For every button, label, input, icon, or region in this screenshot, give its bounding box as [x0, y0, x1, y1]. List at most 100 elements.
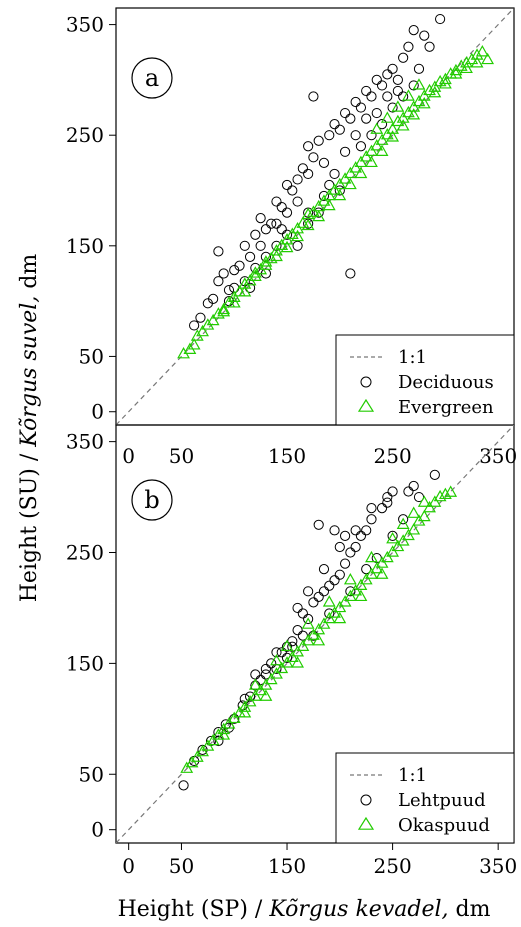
data-point-circle — [339, 530, 351, 541]
data-point-triangle — [296, 639, 310, 651]
data-point-triangle — [217, 302, 231, 315]
data-point-circle — [408, 25, 419, 36]
data-point-circle — [213, 246, 224, 257]
data-point-triangle — [354, 166, 368, 179]
data-point-circle — [366, 91, 377, 102]
plot-frame — [115, 424, 515, 844]
data-point-circle — [234, 260, 245, 271]
data-point-triangle — [270, 667, 283, 679]
data-point-triangle — [370, 561, 384, 574]
data-point-circle — [324, 608, 335, 619]
data-point-circle — [260, 663, 272, 675]
panel-label-circle — [131, 479, 173, 521]
data-point-circle — [297, 163, 308, 174]
data-point-triangle — [333, 177, 347, 190]
data-point-circle — [313, 591, 324, 602]
x-tick-label: 50 — [169, 854, 194, 878]
plot-area — [116, 8, 514, 425]
data-point-triangle — [280, 656, 294, 668]
data-point-triangle — [428, 80, 442, 92]
data-point-circle — [398, 514, 409, 525]
y-tick-label: 50 — [79, 762, 104, 786]
x-tick-label: 150 — [268, 444, 306, 468]
panel-b: 0 50 150 250 350 0 50 150 250 350 b 1:1 Lehtpuud Okas… — [66, 424, 517, 878]
data-point-circle — [355, 530, 367, 541]
data-point-circle — [398, 52, 409, 63]
data-point-triangle — [412, 78, 426, 90]
x-tick-label: 250 — [374, 444, 412, 468]
data-point-circle — [366, 514, 377, 525]
data-point-circle — [292, 602, 303, 614]
data-point-circle — [208, 293, 219, 305]
data-point-triangle — [285, 650, 299, 663]
data-point-circle — [339, 107, 351, 119]
data-point-triangle — [317, 617, 331, 629]
data-point-triangle — [375, 144, 389, 156]
data-point-triangle — [333, 611, 347, 624]
series-lehtpuud — [178, 469, 440, 791]
data-point-circle — [339, 558, 351, 569]
data-point-triangle — [375, 567, 389, 579]
x-axis-label: Height (SP) / Kõrgus kevadel, dm — [118, 897, 491, 922]
data-point-circle — [329, 168, 340, 180]
data-point-triangle — [187, 338, 201, 350]
y-tick-label: 350 — [66, 430, 104, 454]
data-point-triangle — [365, 567, 378, 579]
data-point-triangle — [238, 706, 252, 718]
legend-box — [335, 752, 515, 844]
data-point-triangle — [365, 155, 378, 168]
data-point-triangle — [402, 528, 415, 541]
data-point-circle — [334, 124, 345, 135]
data-point-triangle — [470, 56, 484, 68]
data-point-triangle — [312, 633, 326, 646]
data-point-triangle — [407, 506, 421, 518]
data-point-triangle — [417, 89, 431, 101]
legend-label: Deciduous — [398, 372, 494, 393]
y-tick-label: 350 — [66, 13, 104, 37]
data-point-triangle — [386, 130, 400, 142]
data-point-circle — [244, 691, 256, 702]
data-point-triangle — [243, 694, 257, 707]
data-point-circle — [329, 119, 340, 130]
data-point-triangle — [386, 531, 400, 544]
data-point-triangle — [222, 717, 236, 729]
data-point-circle — [276, 224, 287, 235]
data-point-triangle — [291, 229, 305, 242]
data-point-triangle — [270, 249, 283, 262]
data-point-triangle — [391, 100, 405, 112]
data-point-circle — [392, 74, 403, 85]
data-point-triangle — [354, 578, 368, 590]
data-point-triangle — [386, 122, 400, 134]
data-point-circle — [324, 580, 335, 591]
data-point-circle — [292, 174, 303, 185]
data-point-triangle — [248, 678, 262, 690]
y-tick-label: 150 — [66, 651, 104, 675]
data-point-circle — [287, 185, 298, 196]
data-point-triangle — [438, 77, 452, 89]
data-point-triangle — [460, 61, 473, 74]
data-point-triangle — [328, 606, 341, 618]
data-point-circle — [429, 469, 440, 480]
data-point-circle — [281, 207, 293, 218]
data-point-triangle — [275, 238, 289, 251]
data-point-triangle — [322, 611, 336, 624]
y-axis-label-unit: dm — [17, 254, 42, 296]
data-point-triangle — [391, 539, 405, 552]
y-tick-label: 150 — [66, 234, 104, 258]
data-point-triangle — [449, 67, 463, 79]
data-point-triangle — [380, 111, 394, 123]
y-axis-label: Height (SU) / Kõrgus suvel, dm — [17, 254, 42, 603]
data-point-triangle — [248, 269, 262, 281]
data-point-circle — [345, 268, 356, 279]
data-point-triangle — [270, 244, 283, 256]
legend-label: 1:1 — [398, 347, 427, 368]
data-point-circle — [308, 597, 319, 608]
data-point-triangle — [349, 584, 363, 596]
data-point-triangle — [433, 74, 447, 87]
data-point-circle — [308, 91, 319, 102]
data-point-circle — [213, 735, 224, 747]
data-point-triangle — [370, 139, 384, 151]
data-point-circle — [324, 130, 335, 141]
data-point-triangle — [196, 324, 209, 337]
